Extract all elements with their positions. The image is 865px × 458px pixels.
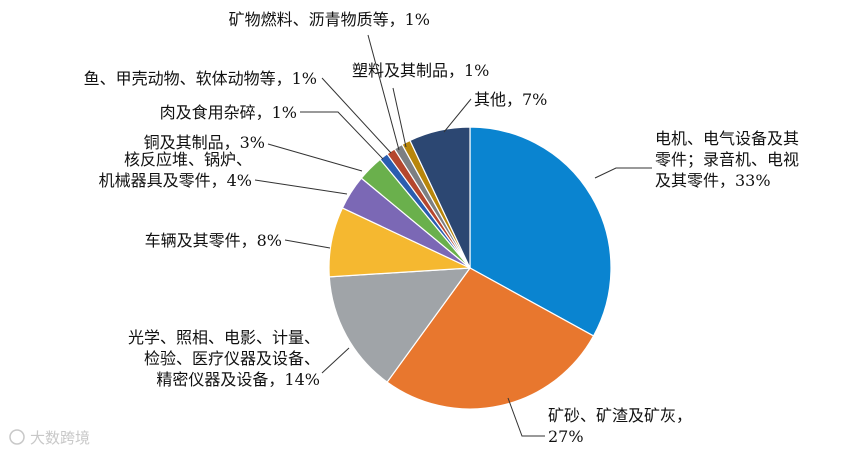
watermark-logo-icon — [9, 429, 25, 445]
leader-line-2 — [321, 347, 350, 374]
pie-slices — [328, 126, 612, 410]
slice-label-10: 其他，7% — [474, 90, 547, 109]
leader-line-8 — [367, 34, 400, 151]
pie-slice-10 — [409, 126, 471, 269]
leader-line-3 — [284, 239, 331, 249]
leader-line-5 — [267, 143, 363, 172]
slice-label-4: 核反应堆、锅炉、机械器具及零件，4% — [99, 150, 252, 190]
leader-line-0 — [594, 167, 652, 179]
slice-label-5: 铜及其制品，3% — [144, 133, 265, 152]
leader-lines — [254, 34, 652, 437]
slice-label-6-line-0: 肉及食用杂碎，1% — [160, 103, 297, 122]
pie-slice-2 — [328, 267, 472, 383]
slice-label-7-line-0: 鱼、甲壳动物、软体动物等，1% — [84, 69, 317, 88]
slice-label-1-line-0: 矿砂、矿渣及矿灰， — [548, 406, 692, 425]
slice-label-3-line-0: 车辆及其零件，8% — [145, 231, 282, 250]
slice-label-0-line-1: 零件；录音机、电视 — [655, 150, 799, 169]
slice-label-10-line-0: 其他，7% — [474, 90, 547, 109]
slice-label-0-line-2: 及其零件，33% — [655, 171, 771, 190]
slice-label-3: 车辆及其零件，8% — [145, 231, 282, 250]
slice-label-2-line-1: 检验、医疗仪器及设备、 — [144, 349, 320, 368]
leader-line-6 — [300, 111, 384, 160]
slice-label-1: 矿砂、矿渣及矿灰， 27% — [548, 406, 692, 446]
slice-label-9-line-0: 塑料及其制品，1% — [352, 61, 489, 80]
watermark-text: 大数跨境 — [30, 429, 90, 447]
slice-label-4-line-1: 机械器具及零件，4% — [99, 171, 252, 190]
slice-label-2-line-2: 精密仪器及设备，14% — [156, 370, 320, 389]
slice-label-7: 鱼、甲壳动物、软体动物等，1% — [84, 69, 317, 88]
slice-label-2: 光学、照相、电影、计量、检验、医疗仪器及设备、精密仪器及设备，14% — [128, 328, 320, 389]
pie-slice-1 — [386, 267, 595, 410]
slice-label-8-line-0: 矿物燃料、沥青物质等，1% — [229, 10, 430, 29]
slice-label-8: 矿物燃料、沥青物质等，1% — [229, 10, 430, 29]
leader-line-9 — [392, 87, 407, 148]
slice-label-9: 塑料及其制品，1% — [352, 61, 489, 80]
watermark: 大数跨境 — [9, 429, 90, 447]
slice-labels: 电机、电气设备及其零件；录音机、电视及其零件，33% 矿砂、矿渣及矿灰， 27% 光学… — [84, 10, 799, 446]
slice-label-5-line-0: 铜及其制品，3% — [144, 133, 265, 152]
slice-label-2-line-0: 光学、照相、电影、计量、 — [128, 328, 320, 347]
slice-label-6: 肉及食用杂碎，1% — [160, 103, 297, 122]
slice-label-0-line-0: 电机、电气设备及其 — [655, 129, 799, 148]
leader-line-10 — [443, 98, 472, 133]
leader-line-1 — [507, 397, 545, 437]
pie-slice-0 — [469, 126, 612, 337]
leader-line-7 — [321, 77, 392, 154]
leader-line-4 — [254, 179, 348, 195]
slice-label-1-line-1: 27% — [548, 427, 584, 446]
slice-label-0: 电机、电气设备及其零件；录音机、电视及其零件，33% — [655, 129, 799, 190]
slice-label-4-line-0: 核反应堆、锅炉、 — [124, 150, 252, 169]
